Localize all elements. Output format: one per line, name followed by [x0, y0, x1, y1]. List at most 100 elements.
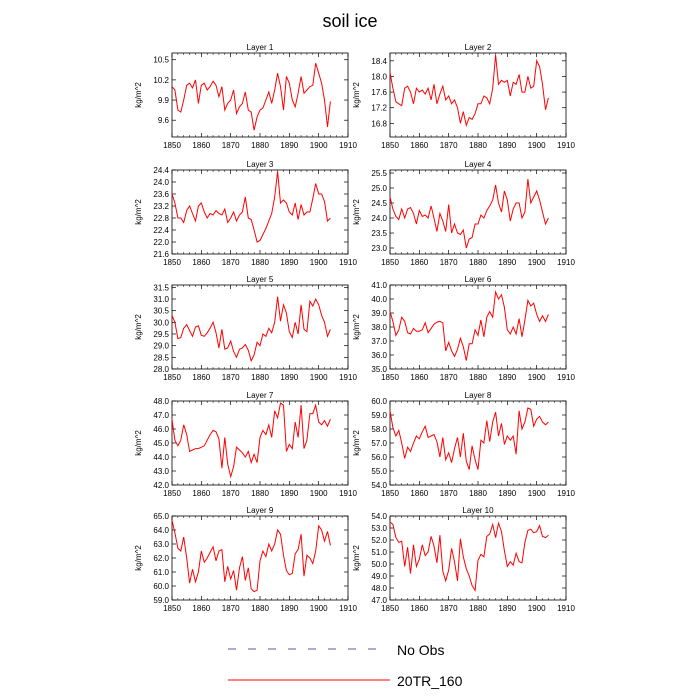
- legend-label-no-obs: No Obs: [397, 642, 444, 658]
- panel-title: Layer 10: [462, 506, 494, 515]
- x-tick-label: 1910: [557, 373, 575, 382]
- y-tick-label: 47.0: [153, 411, 169, 420]
- y-tick-label: 24.4: [153, 166, 169, 175]
- y-tick-label: 48.0: [371, 584, 387, 593]
- y-tick-label: 22.4: [153, 226, 169, 235]
- x-tick-label: 1890: [498, 489, 516, 498]
- x-tick-label: 1860: [192, 604, 210, 613]
- y-tick-label: 51.0: [371, 548, 387, 557]
- panel-layer-9: Layer 9 1850 1860 1870 1880 1890 1900 1910 59.0 6…: [134, 506, 357, 613]
- y-tick-label: 21.6: [153, 250, 169, 259]
- y-tick-label: 58.0: [371, 425, 387, 434]
- y-tick-label: 48.0: [153, 397, 169, 406]
- x-tick-label: 1850: [163, 373, 181, 382]
- x-tick-label: 1900: [528, 141, 546, 150]
- x-tick-label: 1890: [280, 373, 298, 382]
- panel-layer-8: Layer 8 1850 1860 1870 1880 1890 1900 1910 54.0 5…: [352, 391, 575, 498]
- x-tick-label: 1880: [469, 141, 487, 150]
- y-tick-label: 22.0: [153, 238, 169, 247]
- x-tick-label: 1850: [381, 489, 399, 498]
- plot-frame: [389, 169, 567, 255]
- x-tick-label: 1870: [440, 141, 458, 150]
- x-tick-label: 1890: [280, 489, 298, 498]
- panel-layer-2: Layer 2 1850 1860 1870 1880 1890 1900 1910 16.8 1…: [352, 43, 575, 150]
- x-tick-label: 1900: [528, 373, 546, 382]
- figure-title: soil ice: [322, 11, 377, 31]
- y-tick-label: 31.0: [153, 295, 169, 304]
- x-tick-label: 1870: [222, 258, 240, 267]
- series-line-20tr-160: [171, 171, 331, 243]
- x-tick-label: 1890: [280, 604, 298, 613]
- y-tick-label: 63.0: [153, 540, 169, 549]
- x-tick-label: 1890: [498, 604, 516, 613]
- y-tick-label: 44.0: [153, 453, 169, 462]
- series-line-20tr-160: [389, 178, 549, 249]
- x-tick-label: 1910: [339, 489, 357, 498]
- x-tick-label: 1870: [440, 373, 458, 382]
- y-tick-label: 61.0: [153, 568, 169, 577]
- x-tick-label: 1850: [381, 141, 399, 150]
- y-axis-label: kg/m^2: [352, 82, 361, 108]
- x-tick-label: 1890: [280, 141, 298, 150]
- y-tick-label: 30.0: [153, 318, 169, 327]
- y-tick-label: 23.2: [153, 202, 169, 211]
- y-tick-label: 64.0: [153, 526, 169, 535]
- x-tick-label: 1860: [410, 258, 428, 267]
- y-tick-label: 59.0: [371, 411, 387, 420]
- panel-layer-6: Layer 6 1850 1860 1870 1880 1890 1900 1910 35.0 3…: [352, 275, 575, 382]
- panel-title: Layer 4: [465, 160, 492, 169]
- legend: No Obs 20TR_160: [228, 642, 463, 689]
- y-tick-label: 57.0: [371, 439, 387, 448]
- x-tick-label: 1870: [222, 604, 240, 613]
- plot-frame: [171, 169, 349, 255]
- x-tick-label: 1850: [163, 258, 181, 267]
- y-tick-label: 28.5: [153, 353, 169, 362]
- plot-frame: [171, 400, 349, 486]
- y-tick-label: 23.5: [371, 229, 387, 238]
- x-tick-label: 1850: [163, 141, 181, 150]
- y-axis-label: kg/m^2: [134, 314, 143, 340]
- panel-title: Layer 7: [247, 391, 274, 400]
- y-tick-label: 22.8: [153, 214, 169, 223]
- y-tick-label: 41.0: [371, 281, 387, 290]
- y-tick-label: 24.5: [371, 199, 387, 208]
- y-tick-label: 36.0: [371, 351, 387, 360]
- y-tick-label: 40.0: [371, 295, 387, 304]
- panel-layer-10: Layer 10 1850 1860 1870 1880 1890 1900 1910 47.0…: [352, 506, 575, 613]
- x-tick-label: 1910: [339, 604, 357, 613]
- x-tick-label: 1910: [557, 489, 575, 498]
- x-tick-label: 1910: [339, 373, 357, 382]
- y-tick-label: 30.5: [153, 307, 169, 316]
- x-tick-label: 1880: [469, 258, 487, 267]
- y-tick-label: 17.6: [371, 88, 387, 97]
- y-axis-label: kg/m^2: [352, 199, 361, 225]
- y-tick-label: 29.5: [153, 330, 169, 339]
- y-tick-label: 37.0: [371, 337, 387, 346]
- x-tick-label: 1880: [469, 373, 487, 382]
- x-tick-label: 1870: [440, 258, 458, 267]
- x-tick-label: 1850: [381, 604, 399, 613]
- y-tick-label: 55.0: [371, 467, 387, 476]
- y-tick-label: 18.0: [371, 72, 387, 81]
- x-tick-label: 1890: [498, 141, 516, 150]
- y-tick-label: 35.0: [371, 365, 387, 374]
- x-tick-label: 1870: [222, 141, 240, 150]
- y-tick-label: 24.0: [153, 178, 169, 187]
- y-axis-label: kg/m^2: [352, 430, 361, 456]
- x-tick-label: 1860: [410, 604, 428, 613]
- plot-frame: [389, 515, 567, 601]
- x-tick-label: 1900: [528, 604, 546, 613]
- x-tick-label: 1910: [339, 141, 357, 150]
- y-tick-label: 42.0: [153, 481, 169, 490]
- panel-title: Layer 5: [247, 275, 274, 284]
- y-tick-label: 65.0: [153, 512, 169, 521]
- y-axis-label: kg/m^2: [134, 199, 143, 225]
- x-tick-label: 1860: [410, 489, 428, 498]
- x-tick-label: 1890: [498, 258, 516, 267]
- x-tick-label: 1900: [310, 604, 328, 613]
- y-axis-label: kg/m^2: [134, 430, 143, 456]
- y-tick-label: 53.0: [371, 524, 387, 533]
- x-tick-label: 1900: [310, 373, 328, 382]
- y-tick-label: 62.0: [153, 554, 169, 563]
- series-line-20tr-160: [389, 407, 549, 470]
